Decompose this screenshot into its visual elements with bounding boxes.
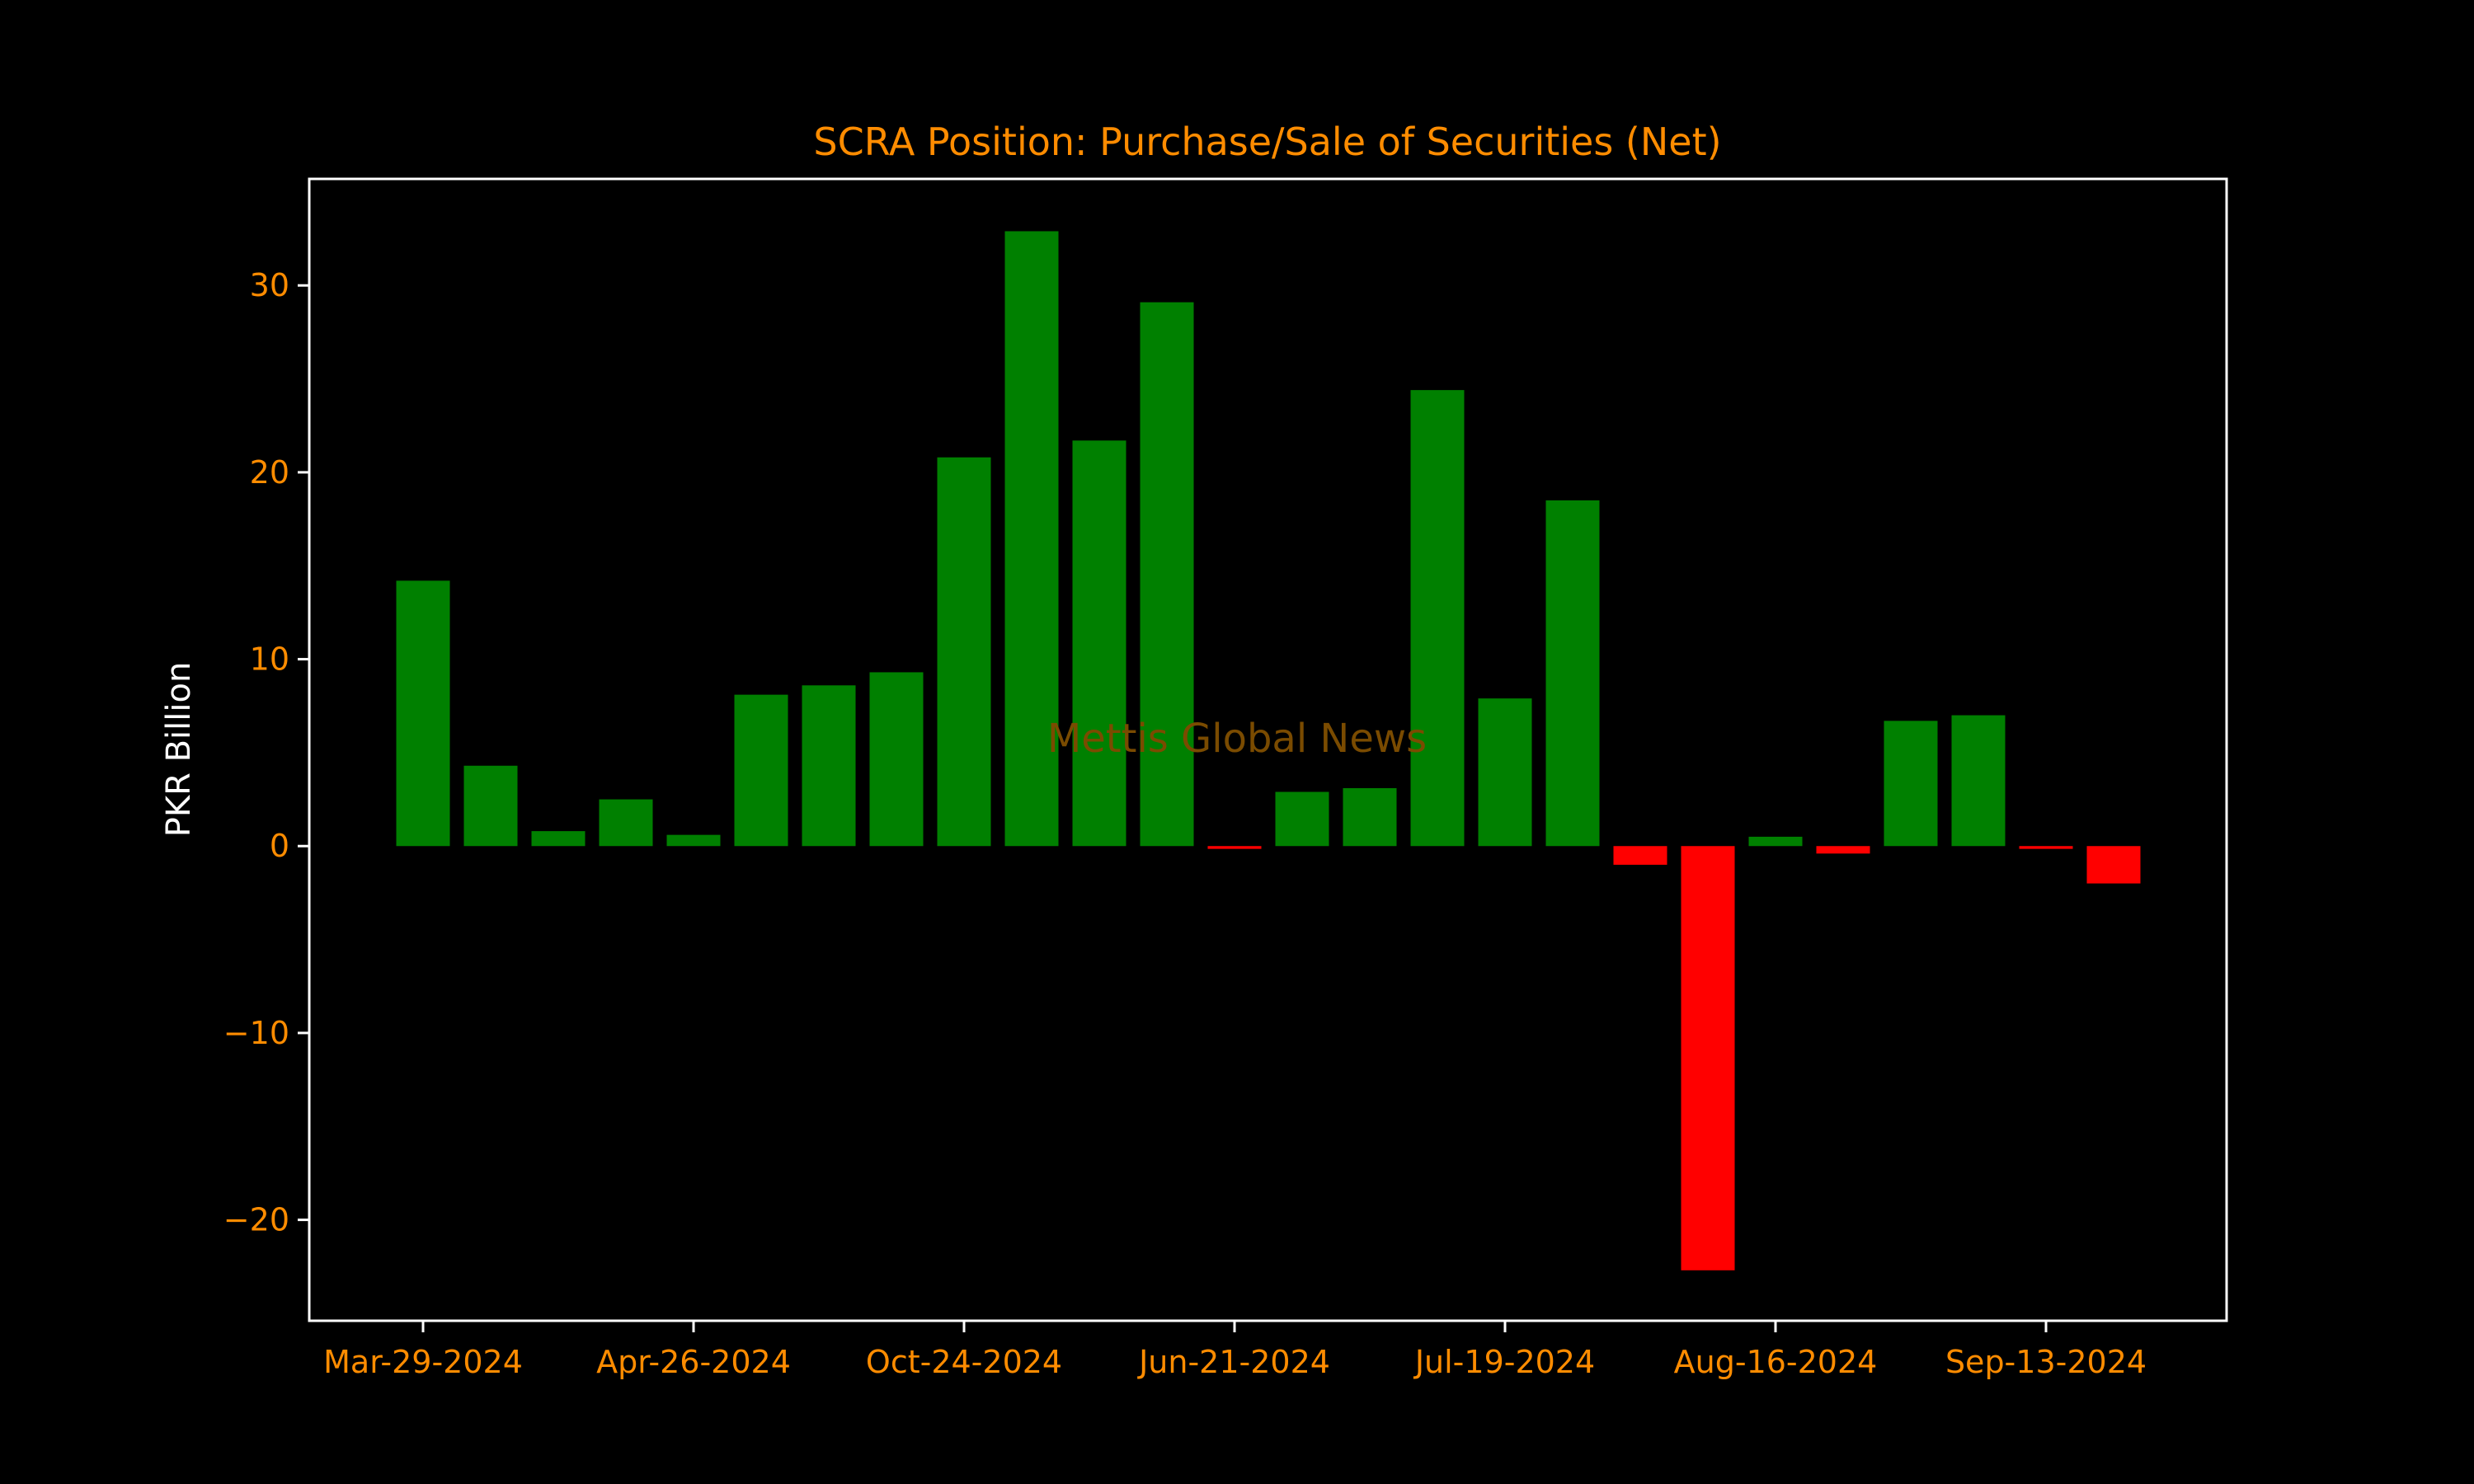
bar-4 — [666, 834, 721, 847]
bar-25 — [2086, 846, 2141, 884]
bar-15 — [1410, 390, 1465, 847]
x-axis: Mar-29-2024 Apr-26-2024 Oct-24-2024 Jun-21-… — [323, 1321, 2147, 1380]
bar-19 — [1681, 846, 1735, 1270]
y-axis-label: PKR Billion — [160, 662, 198, 838]
bar-0 — [396, 580, 450, 847]
bar-5 — [734, 694, 788, 847]
plot-area-frame — [308, 177, 2228, 1322]
watermark-text: Mettis Global News — [1047, 716, 1427, 762]
x-tick-label: Sep-13-2024 — [1945, 1344, 2147, 1380]
x-tick-label: Oct-24-2024 — [866, 1344, 1062, 1380]
bar-16 — [1478, 698, 1532, 847]
y-tick-label: −10 — [223, 1015, 289, 1051]
bar-1 — [463, 765, 518, 847]
bar-17 — [1545, 500, 1600, 847]
bar-24 — [2019, 846, 2073, 849]
bar-3 — [599, 799, 653, 847]
bar-18 — [1613, 846, 1667, 865]
bar-22 — [1884, 721, 1938, 847]
bars-group — [396, 231, 2141, 1270]
bar-9 — [1004, 231, 1059, 847]
bar-14 — [1343, 787, 1397, 847]
x-tick-label: Jul-19-2024 — [1413, 1344, 1595, 1380]
bar-21 — [1816, 846, 1870, 854]
x-tick-label: Aug-16-2024 — [1674, 1344, 1878, 1380]
bar-8 — [937, 457, 991, 847]
y-tick-label: 10 — [250, 641, 289, 678]
x-tick-label: Mar-29-2024 — [323, 1344, 523, 1380]
y-tick-label: −20 — [223, 1202, 289, 1238]
bar-7 — [869, 672, 924, 847]
y-tick-label: 30 — [250, 267, 289, 303]
x-tick-label: Apr-26-2024 — [596, 1344, 791, 1380]
bar-20 — [1748, 836, 1803, 847]
bar-13 — [1275, 791, 1329, 847]
x-tick-label: Jun-21-2024 — [1137, 1344, 1330, 1380]
bar-11 — [1140, 302, 1194, 847]
chart-title: SCRA Position: Purchase/Sale of Securiti… — [813, 120, 1721, 164]
bar-23 — [1951, 715, 2006, 847]
bar-10 — [1072, 440, 1126, 847]
y-axis: −20 −10 0 10 20 30 — [223, 267, 309, 1238]
bar-2 — [531, 831, 586, 847]
y-tick-label: 20 — [250, 454, 289, 491]
bar-12 — [1207, 846, 1262, 849]
y-tick-label: 0 — [270, 828, 289, 864]
bar-6 — [802, 685, 856, 847]
